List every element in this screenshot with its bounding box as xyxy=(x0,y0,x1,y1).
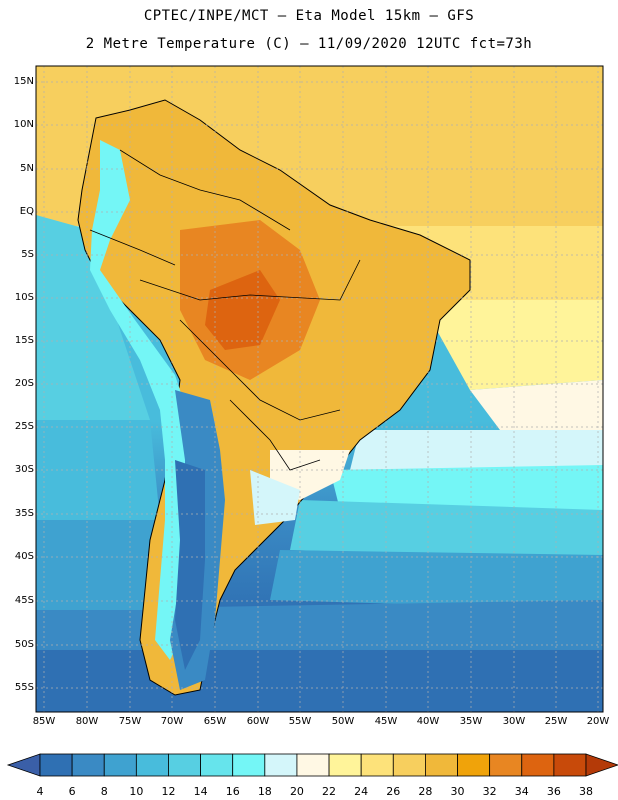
lon-label: 45W xyxy=(374,716,398,727)
colorbar-swatch xyxy=(71,753,105,777)
colorbar-tick-label: 28 xyxy=(418,785,433,798)
lon-label: 50W xyxy=(331,716,355,727)
colorbar-swatch xyxy=(553,753,587,777)
colorbar-tick-label: 8 xyxy=(100,785,108,798)
colorbar-tick-label: 6 xyxy=(68,785,76,798)
colorbar-tick-label: 4 xyxy=(36,785,44,798)
lat-label: EQ xyxy=(19,206,34,217)
lon-label: 60W xyxy=(246,716,270,727)
colorbar-arrow-low xyxy=(6,753,41,777)
lat-label: 30S xyxy=(14,464,34,475)
colorbar-swatch xyxy=(328,753,362,777)
colorbar-swatch xyxy=(360,753,394,777)
colorbar-tick-label: 16 xyxy=(225,785,240,798)
temperature-field xyxy=(36,66,603,712)
colorbar-swatch xyxy=(489,753,523,777)
colorbar-swatch xyxy=(168,753,201,777)
colorbar-swatch xyxy=(39,753,73,777)
lat-label: 45S xyxy=(14,595,34,606)
lon-label: 70W xyxy=(160,716,184,727)
colorbar-tick-label: 36 xyxy=(546,785,561,798)
lat-label: 10S xyxy=(14,292,34,303)
lat-label: 35S xyxy=(14,508,34,519)
colorbar xyxy=(6,753,618,777)
lon-label: 85W xyxy=(32,716,56,727)
colorbar-tick-label: 38 xyxy=(579,785,593,798)
map-title-line1: CPTEC/INPE/MCT – Eta Model 15km – GFS xyxy=(143,8,475,24)
colorbar-swatch xyxy=(135,753,169,777)
lat-label: 15S xyxy=(14,335,34,346)
lat-label: 15N xyxy=(13,76,34,87)
colorbar-tick-label: 12 xyxy=(161,785,176,798)
colorbar-arrow-high xyxy=(585,753,618,777)
lon-label: 80W xyxy=(75,716,99,727)
lon-label: 35W xyxy=(459,716,483,727)
lat-label: 25S xyxy=(14,421,34,432)
lon-label: 75W xyxy=(118,716,142,727)
colorbar-tick-label: 22 xyxy=(322,785,337,798)
colorbar-tick-label: 32 xyxy=(482,785,497,798)
colorbar-tick-label: 10 xyxy=(129,785,144,798)
lon-label: 25W xyxy=(544,716,568,727)
lon-label: 65W xyxy=(203,716,227,727)
lon-label: 55W xyxy=(288,716,312,727)
colorbar-swatch xyxy=(296,753,330,777)
colorbar-tick-label: 18 xyxy=(257,785,272,798)
colorbar-tick-label: 20 xyxy=(289,785,304,798)
colorbar-swatch xyxy=(264,753,298,777)
lon-label: 40W xyxy=(416,716,440,727)
map-title-line2: 2 Metre Temperature (C) – 11/09/2020 12U… xyxy=(85,36,533,52)
lat-label: 55S xyxy=(14,682,34,693)
lat-label: 10N xyxy=(13,119,34,130)
colorbar-tick-label: 26 xyxy=(386,785,401,798)
lon-label: 20W xyxy=(586,716,610,727)
colorbar-swatch xyxy=(521,753,555,777)
colorbar-swatch xyxy=(232,753,266,777)
colorbar-swatch xyxy=(200,753,234,777)
lat-label: 20S xyxy=(14,378,34,389)
colorbar-swatch xyxy=(392,753,426,777)
lat-label: 5S xyxy=(21,249,34,260)
lat-label: 50S xyxy=(14,639,34,650)
colorbar-swatch xyxy=(103,753,137,777)
colorbar-tick-label: 14 xyxy=(193,785,208,798)
lat-label: 5N xyxy=(20,163,34,174)
colorbar-swatch xyxy=(425,753,458,777)
lat-label: 40S xyxy=(14,551,34,562)
colorbar-tick-label: 30 xyxy=(450,785,465,798)
colorbar-tick-label: 34 xyxy=(514,785,529,798)
colorbar-tick-label: 24 xyxy=(354,785,369,798)
colorbar-swatch xyxy=(457,753,491,777)
lon-label: 30W xyxy=(502,716,526,727)
